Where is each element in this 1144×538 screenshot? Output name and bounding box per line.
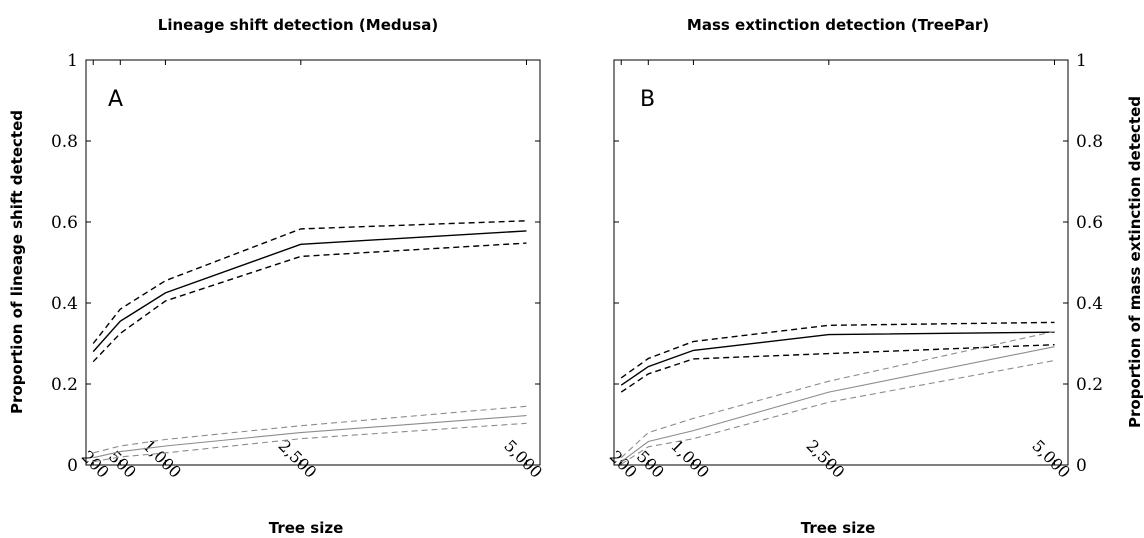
- panel-b: Mass extinction detection (TreePar) B 00…: [606, 16, 1144, 537]
- panel-a-y-axis-label: Proportion of lineage shift detected: [8, 110, 26, 414]
- panel-a-y-tick-label: 0.8: [51, 132, 78, 152]
- panel-b-x-tick-label: 1,000: [667, 436, 713, 482]
- panel-a-series-line-gray-solid: [93, 415, 527, 459]
- panel-a-x-tick-label: 1,000: [139, 436, 185, 482]
- panel-a-series-line-gray-dashed: [93, 422, 527, 463]
- panel-a-x-tick-label: 500: [105, 447, 140, 482]
- panel-b-series-line-black-dashed: [620, 321, 1055, 379]
- panel-b-series-line-gray-dashed: [620, 359, 1055, 465]
- panel-b-y-tick-label: 0.2: [1076, 375, 1103, 395]
- panel-b-y-tick-label: 0: [1076, 456, 1087, 476]
- panel-b-title: Mass extinction detection (TreePar): [687, 16, 989, 34]
- panel-a: Lineage shift detection (Medusa) A 0 0.2 0…: [8, 16, 546, 537]
- panel-b-y-tick-label: 1: [1076, 51, 1087, 71]
- panel-b-y-axis-label: Proportion of mass extinction detected: [1126, 96, 1144, 428]
- panel-a-plot-frame: [85, 59, 541, 466]
- panel-a-lines: [92, 220, 527, 463]
- panel-a-title: Lineage shift detection (Medusa): [158, 16, 438, 34]
- panel-b-series-line-black-solid: [620, 331, 1055, 386]
- panel-b-plot-frame: [613, 59, 1069, 466]
- panel-a-y-tick-label: 0: [67, 456, 78, 476]
- panel-a-y-tick-label: 0.6: [51, 213, 78, 233]
- panel-a-x-axis-label: Tree size: [269, 519, 344, 537]
- panel-b-x-tick-label: 500: [633, 447, 668, 482]
- panel-b-x-tick-label: 200: [606, 447, 641, 482]
- panel-b-x-tick-label: 2,500: [803, 436, 849, 482]
- panel-a-y-tick-label: 1: [67, 51, 78, 71]
- panel-a-y-tick-label: 0.4: [51, 294, 78, 314]
- panel-b-series-line-black-dashed: [620, 344, 1055, 393]
- panel-a-x-tick-label: 5,000: [500, 436, 546, 482]
- panel-b-x-axis-label: Tree size: [801, 519, 876, 537]
- panel-b-series-line-gray-solid: [620, 346, 1055, 463]
- panel-a-series-line-black-solid: [92, 230, 527, 353]
- panel-b-letter: B: [640, 87, 655, 112]
- panel-a-letter: A: [108, 87, 123, 112]
- panel-b-y-tick-label: 0.4: [1076, 294, 1103, 314]
- panel-b-series-line-gray-dashed: [620, 330, 1055, 459]
- panel-b-y-tick-label: 0.6: [1076, 213, 1103, 233]
- panel-a-series-line-black-dashed: [92, 220, 527, 344]
- panel-a-y-tick-label: 0.2: [51, 375, 78, 395]
- panel-a-series-line-gray-dashed: [93, 405, 527, 454]
- panel-b-x-tick-label: 5,000: [1028, 436, 1074, 482]
- panel-b-y-tick-label: 0.8: [1076, 132, 1103, 152]
- panel-b-lines: [620, 321, 1055, 465]
- panel-a-series-line-black-dashed: [92, 242, 527, 363]
- panel-a-x-tick-label: 2,500: [275, 436, 321, 482]
